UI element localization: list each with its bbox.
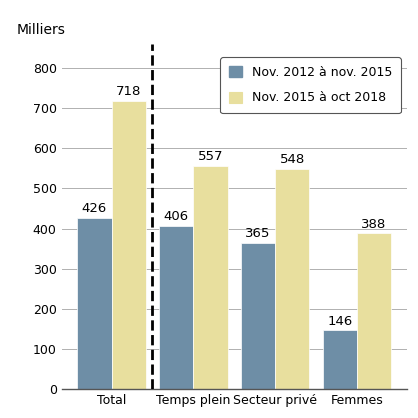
- Bar: [159, 226, 194, 389]
- Bar: [241, 242, 275, 389]
- Bar: [112, 101, 146, 389]
- Text: 548: 548: [280, 153, 305, 166]
- Text: 146: 146: [327, 315, 352, 328]
- Bar: [323, 331, 357, 389]
- Bar: [275, 169, 309, 389]
- Text: 388: 388: [362, 218, 387, 231]
- Legend: Nov. 2012 à nov. 2015, Nov. 2015 à oct 2018: Nov. 2012 à nov. 2015, Nov. 2015 à oct 2…: [220, 57, 400, 113]
- Text: 406: 406: [163, 210, 189, 223]
- Text: 718: 718: [116, 85, 141, 98]
- Text: 365: 365: [245, 227, 270, 240]
- Text: 426: 426: [82, 202, 107, 215]
- Text: Milliers: Milliers: [17, 23, 66, 37]
- Bar: [194, 166, 228, 389]
- Bar: [77, 218, 112, 389]
- Bar: [357, 233, 391, 389]
- Text: 557: 557: [198, 150, 223, 163]
